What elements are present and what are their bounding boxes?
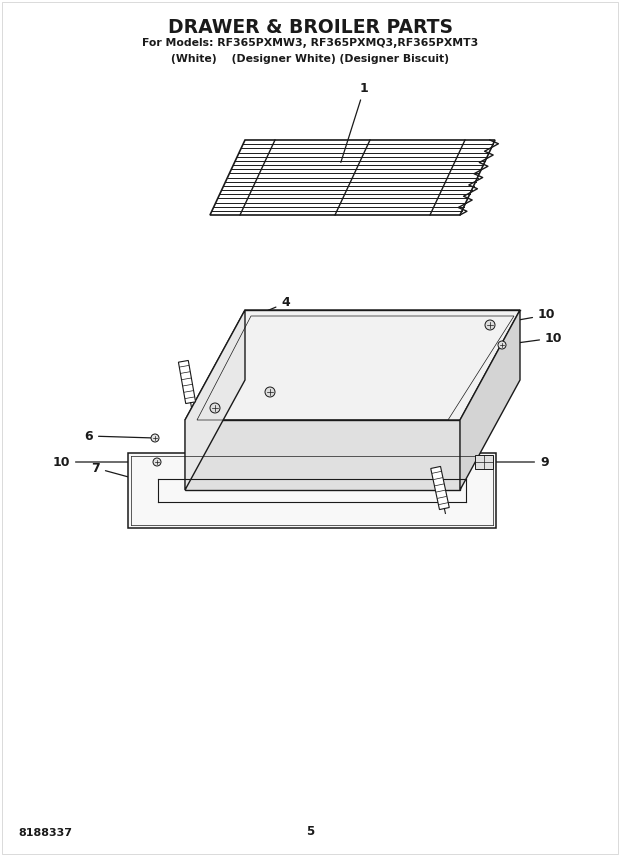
Text: 7: 7 [91,461,175,490]
Text: 10: 10 [312,364,373,389]
Text: 10: 10 [493,308,556,324]
Circle shape [485,320,495,330]
Text: (White)    (Designer White) (Designer Biscuit): (White) (Designer White) (Designer Biscu… [171,54,449,64]
Polygon shape [179,360,195,403]
Bar [128,453,496,528]
Polygon shape [475,455,493,469]
Text: 6: 6 [84,430,153,443]
Text: 5: 5 [306,825,314,838]
Polygon shape [185,310,520,420]
Text: For Models: RF365PXMW3, RF365PXMQ3,RF365PXMT3: For Models: RF365PXMW3, RF365PXMQ3,RF365… [142,38,478,48]
Text: eReplacementParts.com: eReplacementParts.com [242,462,378,472]
Circle shape [210,403,220,413]
Polygon shape [431,467,450,509]
Circle shape [151,434,159,442]
Polygon shape [185,310,245,490]
Text: 1: 1 [341,81,369,163]
Polygon shape [185,420,460,490]
Text: 10: 10 [505,331,562,345]
Text: 4: 4 [252,296,290,317]
Text: 10: 10 [53,455,154,468]
Text: DRAWER & BROILER PARTS: DRAWER & BROILER PARTS [167,18,453,37]
Polygon shape [210,140,495,215]
Circle shape [498,341,506,349]
Circle shape [265,387,275,397]
Polygon shape [460,310,520,490]
Circle shape [153,458,161,466]
Text: 8188337: 8188337 [18,828,72,838]
Text: 9: 9 [487,455,549,468]
